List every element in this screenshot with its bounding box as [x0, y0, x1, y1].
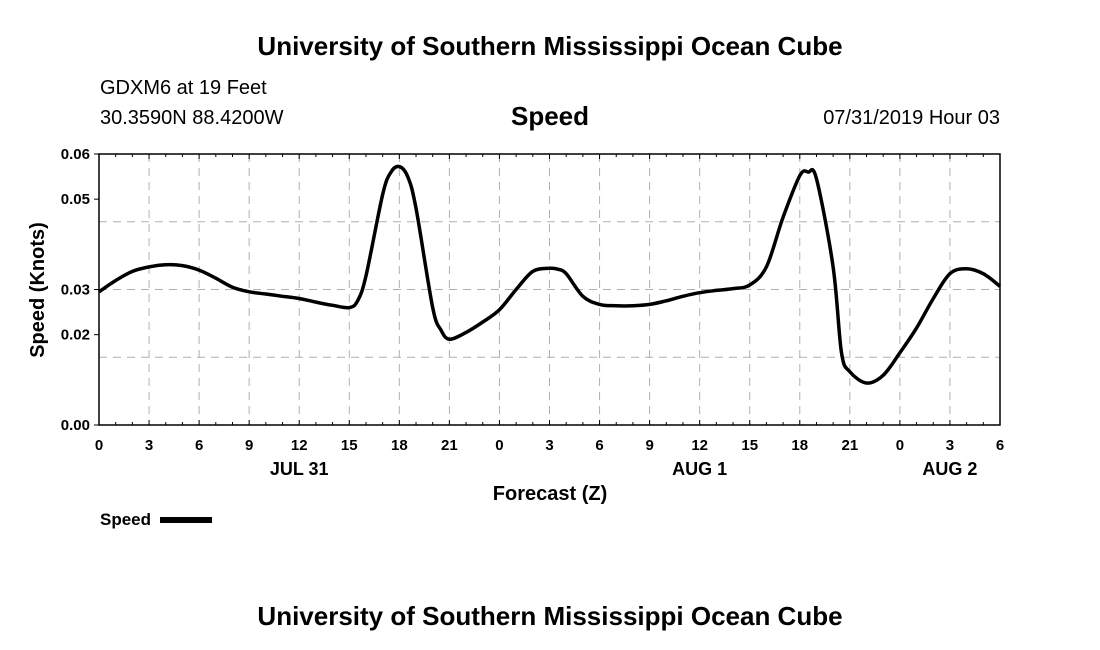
page-title: University of Southern Mississippi Ocean… — [257, 31, 843, 61]
x-tick-label: 9 — [245, 437, 253, 454]
x-tick-label: 21 — [441, 437, 458, 454]
x-tick-label: 12 — [291, 437, 308, 454]
y-tick-label: 0.00 — [61, 417, 90, 434]
x-axis-label: Forecast (Z) — [493, 483, 607, 505]
x-tick-label: 0 — [896, 437, 904, 454]
y-tick-label: 0.06 — [61, 146, 90, 163]
x-tick-label: 3 — [145, 437, 153, 454]
x-tick-label: 12 — [691, 437, 708, 454]
footer-title: University of Southern Mississippi Ocean… — [257, 601, 843, 631]
x-tick-label: 0 — [95, 437, 103, 454]
x-tick-label: 6 — [595, 437, 603, 454]
datetime-label: 07/31/2019 Hour 03 — [823, 107, 1000, 129]
x-tick-label: 21 — [841, 437, 858, 454]
y-axis-label: Speed (Knots) — [27, 222, 49, 358]
coordinates-label: 30.3590N 88.4200W — [100, 107, 284, 129]
y-tick-label: 0.05 — [61, 191, 90, 208]
grid — [99, 154, 1000, 425]
station-label: GDXM6 at 19 Feet — [100, 77, 267, 99]
date-label: AUG 2 — [922, 459, 977, 479]
y-tick-label: 0.03 — [61, 282, 90, 299]
date-label: AUG 1 — [672, 459, 727, 479]
x-tick-label: 0 — [495, 437, 503, 454]
x-tick-label: 18 — [791, 437, 808, 454]
series-line-speed — [98, 164, 1002, 385]
x-tick-label: 6 — [195, 437, 203, 454]
chart-title: Speed — [510, 101, 590, 131]
axis-ticks: 0 3 6 9 12 15 18 21 0 3 6 9 12 15 18 21 0 3 6 0.00 0.02 0.03 0… — [61, 146, 1004, 479]
x-tick-label: 15 — [341, 437, 358, 454]
y-tick-label: 0.02 — [61, 327, 90, 344]
x-tick-label: 3 — [545, 437, 553, 454]
x-tick-label: 18 — [391, 437, 408, 454]
x-tick-label: 3 — [946, 437, 954, 454]
legend: Speed — [100, 510, 212, 529]
legend-label: Speed — [100, 510, 151, 529]
date-label: JUL 31 — [270, 459, 329, 479]
x-tick-label: 6 — [996, 437, 1004, 454]
x-tick-label: 9 — [645, 437, 653, 454]
x-tick-label: 15 — [741, 437, 758, 454]
